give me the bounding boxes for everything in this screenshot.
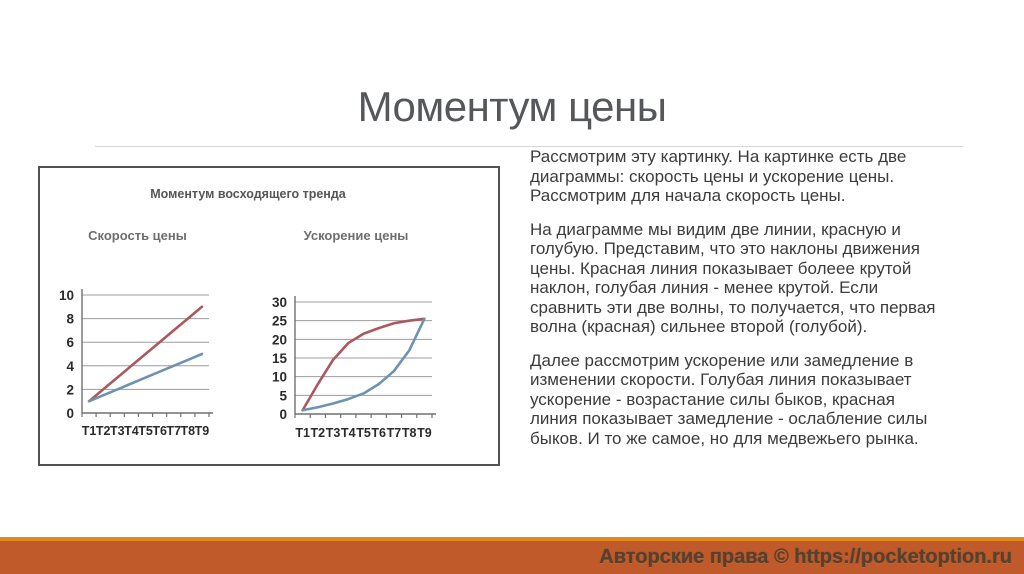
footer-bar: Авторские права © https://pocketoption.r… [0, 541, 1024, 574]
title-divider [95, 146, 963, 147]
svg-text:T6: T6 [371, 426, 386, 440]
svg-text:T5: T5 [138, 424, 153, 438]
copyright-text: Авторские права © https://pocketoption.r… [599, 546, 1012, 568]
body-text: Рассмотрим эту картинку. На картинке ест… [530, 147, 944, 462]
svg-text:30: 30 [272, 295, 287, 310]
svg-text:8: 8 [66, 312, 74, 327]
page-title: Моментум цены [357, 83, 667, 130]
svg-text:0: 0 [279, 407, 287, 422]
svg-text:T9: T9 [195, 424, 210, 438]
svg-text:20: 20 [272, 332, 287, 347]
svg-text:10: 10 [272, 370, 287, 385]
svg-text:T9: T9 [417, 426, 432, 440]
speed-chart: 0 2 4 6 8 10 T1 T2 T3 T4 T5 T6 T7 T8 T9 [42, 278, 272, 463]
svg-text:T3: T3 [326, 426, 341, 440]
svg-text:T3: T3 [110, 424, 125, 438]
speed-chart-title: Скорость цены [88, 228, 187, 243]
svg-text:T8: T8 [181, 424, 196, 438]
svg-text:0: 0 [66, 406, 74, 421]
svg-text:T1: T1 [295, 426, 310, 440]
acceleration-chart-title: Ускорение цены [303, 228, 409, 243]
svg-text:T7: T7 [387, 426, 402, 440]
svg-text:T4: T4 [341, 426, 356, 440]
svg-text:T2: T2 [96, 424, 111, 438]
footer-accent-stripe [0, 537, 1024, 541]
body-paragraph-2: На диаграмме мы видим две линии, красную… [530, 219, 936, 337]
svg-text:T1: T1 [82, 424, 97, 438]
svg-text:2: 2 [66, 382, 74, 397]
svg-text:25: 25 [272, 314, 288, 329]
svg-text:T5: T5 [356, 426, 371, 440]
svg-text:T4: T4 [124, 424, 139, 438]
momentum-figure: Моментум восходящего тренда Скорость цен… [38, 166, 500, 466]
figure-title: Моментум восходящего тренда [150, 187, 346, 201]
svg-text:4: 4 [66, 359, 74, 374]
body-paragraph-1: Рассмотрим эту картинку. На картинке ест… [530, 147, 907, 205]
svg-text:T2: T2 [311, 426, 326, 440]
acceleration-chart: 0 5 10 15 20 25 30 T1 T2 T3 T4 T5 T6 T7 T8 T9 [268, 278, 498, 463]
body-paragraph-3: Далее рассмотрим ускорение или замедлени… [530, 350, 928, 448]
svg-text:T8: T8 [402, 426, 417, 440]
svg-text:15: 15 [272, 351, 288, 366]
svg-text:6: 6 [66, 335, 74, 350]
svg-text:T7: T7 [166, 424, 181, 438]
svg-text:10: 10 [59, 288, 74, 303]
svg-text:T6: T6 [152, 424, 167, 438]
svg-text:5: 5 [279, 388, 287, 403]
